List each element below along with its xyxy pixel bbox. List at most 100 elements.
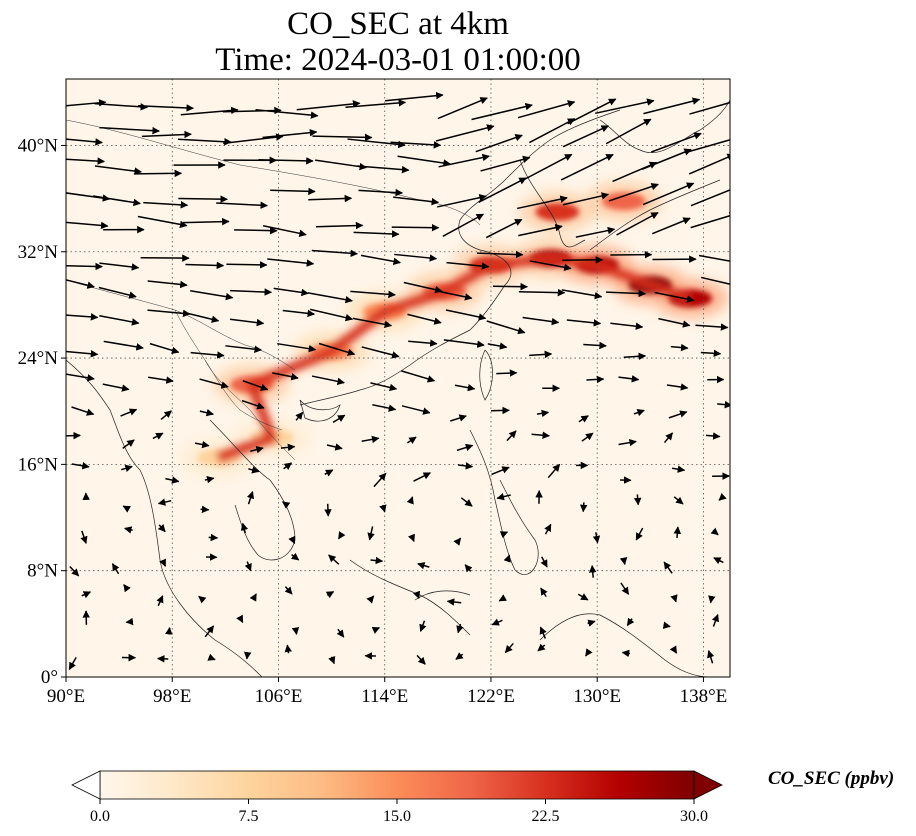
wind-arrow xyxy=(310,308,354,322)
wind-arrow xyxy=(204,475,215,484)
wind-arrow xyxy=(491,618,503,626)
wind-arrow xyxy=(255,108,319,119)
wind-arrow xyxy=(234,226,278,235)
wind-arrow xyxy=(616,211,659,236)
wind-arrow xyxy=(308,194,353,203)
wind-arrow xyxy=(122,439,135,449)
wind-arrow xyxy=(81,591,92,599)
wind-arrow xyxy=(385,91,444,102)
wind-arrow xyxy=(518,288,566,297)
wind-arrow xyxy=(288,535,296,545)
wind-arrow xyxy=(273,287,309,297)
wind-arrow xyxy=(486,320,526,335)
wind-arrow xyxy=(66,431,81,440)
wind-vectors xyxy=(66,91,730,671)
wind-arrow xyxy=(361,346,400,359)
wind-arrow xyxy=(456,623,464,634)
wind-arrow xyxy=(148,376,174,384)
wind-arrow xyxy=(216,201,269,210)
lon-tick-label: 114°E xyxy=(361,686,408,707)
wind-arrow xyxy=(246,490,255,505)
wind-arrow xyxy=(671,465,686,473)
country-borders xyxy=(66,119,481,461)
lat-tick-label: 0° xyxy=(41,667,58,688)
wind-arrow xyxy=(453,537,462,546)
wind-arrow xyxy=(491,406,510,415)
wind-arrow xyxy=(141,130,192,139)
wind-arrow xyxy=(391,223,440,232)
wind-arrow xyxy=(280,443,296,452)
wind-arrow xyxy=(353,230,400,238)
wind-arrow xyxy=(367,526,375,541)
wind-arrow xyxy=(583,341,607,350)
colorbar-body xyxy=(99,770,695,800)
plume-core xyxy=(601,192,646,211)
wind-arrow xyxy=(522,316,560,326)
lat-tick-label: 8°N xyxy=(27,561,58,582)
wind-arrow xyxy=(370,382,398,392)
wind-arrow xyxy=(540,556,548,568)
graticule xyxy=(66,79,730,677)
wind-arrow xyxy=(138,104,195,112)
wind-arrow xyxy=(92,195,141,207)
wind-arrow xyxy=(480,155,531,172)
wind-arrow xyxy=(437,194,487,208)
wind-arrow xyxy=(248,466,260,474)
wind-arrow xyxy=(499,531,509,539)
wind-arrow xyxy=(137,215,188,229)
map-title-line-2: Time: 2024-03-01 01:00:00 xyxy=(215,42,581,78)
wind-arrow xyxy=(200,505,210,514)
wind-arrow xyxy=(393,196,440,206)
wind-arrow xyxy=(295,411,304,421)
wind-arrow xyxy=(592,532,601,544)
wind-arrow xyxy=(446,598,462,606)
wind-arrow xyxy=(328,554,340,565)
wind-arrow xyxy=(643,97,701,115)
wind-arrow xyxy=(241,399,265,410)
wind-arrow xyxy=(124,526,133,534)
wind-arrow xyxy=(243,651,252,660)
wind-arrow xyxy=(581,432,594,442)
wind-arrow xyxy=(567,98,617,125)
wind-arrow xyxy=(437,97,488,120)
wind-arrow xyxy=(307,292,353,304)
wind-arrow xyxy=(71,462,90,470)
wind-arrow xyxy=(560,153,614,181)
wind-arrow xyxy=(199,378,229,389)
wind-arrow xyxy=(69,566,80,577)
wind-arrow xyxy=(438,290,473,301)
wind-arrow xyxy=(311,249,359,258)
wind-arrow xyxy=(194,440,210,449)
colorbar-tick-label: 22.5 xyxy=(532,808,560,825)
wind-arrow xyxy=(407,533,415,543)
wind-arrow xyxy=(595,98,655,115)
wind-arrow xyxy=(133,169,183,178)
wind-arrow xyxy=(407,313,442,325)
wind-arrow xyxy=(98,286,137,299)
wind-arrow xyxy=(198,595,207,604)
wind-arrow xyxy=(68,656,77,671)
wind-arrow xyxy=(610,322,644,330)
wind-arrow xyxy=(471,102,533,121)
wind-arrow xyxy=(496,493,511,501)
wind-arrow xyxy=(641,148,692,170)
wind-arrow xyxy=(529,260,572,271)
wind-arrow xyxy=(536,409,550,418)
wind-arrow xyxy=(262,128,318,139)
wind-arrow xyxy=(529,350,553,359)
lon-tick-label: 138°E xyxy=(680,686,728,707)
wind-arrow xyxy=(80,530,88,545)
wind-arrow xyxy=(337,531,346,540)
lon-tick-label: 90°E xyxy=(47,686,85,707)
wind-arrow xyxy=(94,165,142,175)
wind-arrow xyxy=(605,118,652,145)
lat-tick-label: 40°N xyxy=(18,135,59,156)
wind-arrow xyxy=(587,619,596,627)
wind-arrow xyxy=(290,552,300,561)
wind-arrow xyxy=(240,522,249,534)
wind-arrow xyxy=(208,533,219,542)
wind-arrow xyxy=(413,590,421,600)
wind-arrow xyxy=(249,593,257,602)
wind-arrow xyxy=(183,217,230,226)
wind-arrow xyxy=(99,126,160,135)
